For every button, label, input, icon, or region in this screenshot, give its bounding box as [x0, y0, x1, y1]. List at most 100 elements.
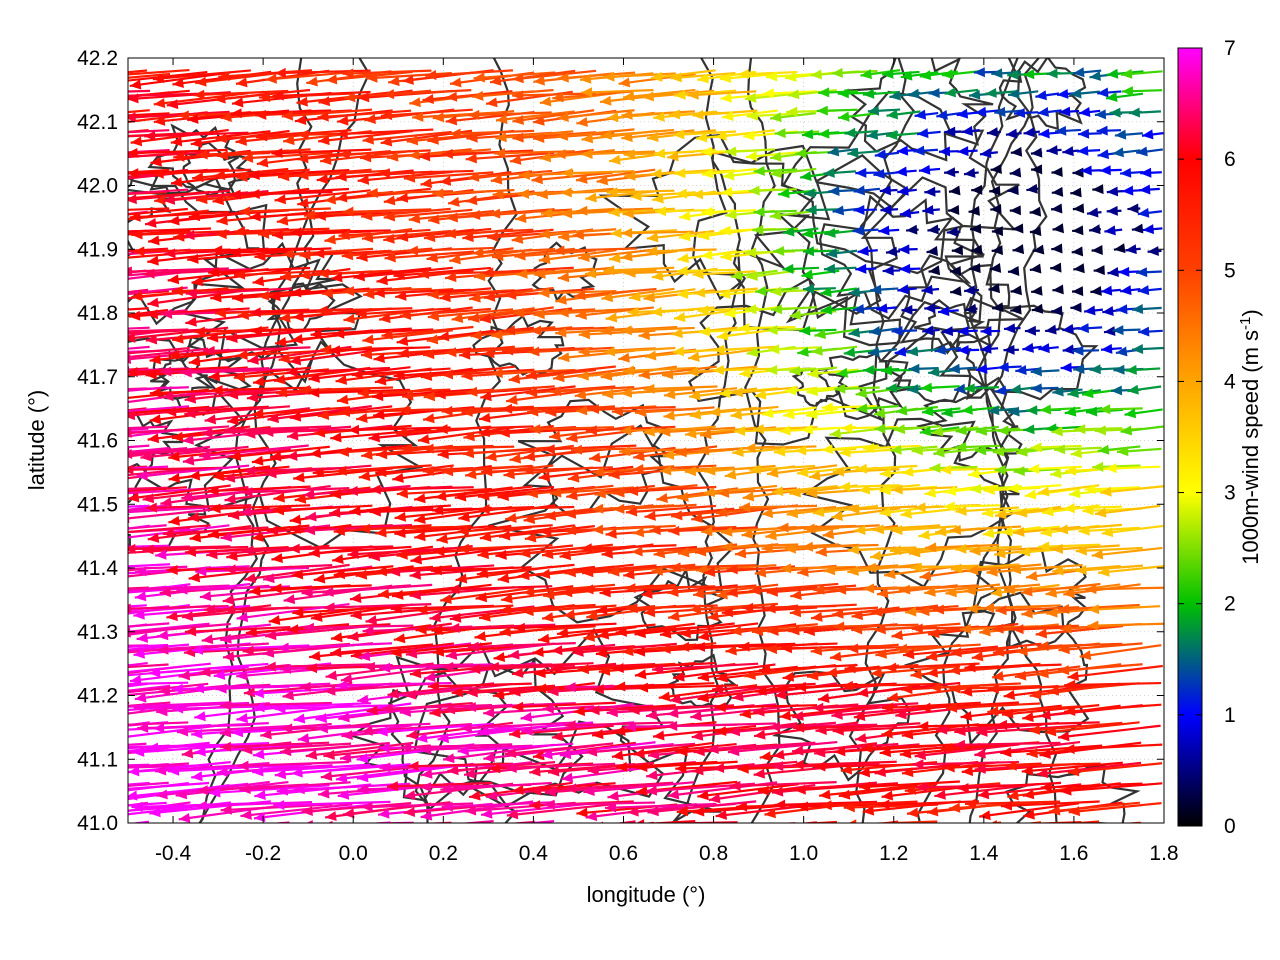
wind-vector [128, 781, 169, 787]
wind-vector [342, 286, 432, 297]
wind-vector [297, 724, 412, 744]
wind-vector [1036, 761, 1142, 779]
wind-vector [362, 329, 453, 345]
wind-vector [6, 784, 126, 803]
wind-vector [201, 427, 310, 439]
wind-vector [1092, 184, 1104, 195]
wind-vector [991, 226, 1004, 237]
wind-vector [1099, 165, 1122, 176]
wind-vector [950, 563, 1020, 574]
wind-vector [128, 663, 130, 667]
x-tick-label: 0.4 [519, 842, 549, 865]
wind-vector [747, 820, 838, 823]
wind-vector [1071, 246, 1084, 257]
wind-vector [902, 645, 998, 660]
wind-vector [666, 720, 776, 731]
wind-vector [975, 363, 998, 374]
wind-vector [1067, 388, 1101, 398]
wind-vector [912, 759, 1019, 770]
wind-vector [944, 167, 959, 178]
wind-vector [128, 425, 168, 430]
wind-vector [444, 228, 534, 239]
wind-vector [727, 740, 838, 757]
wind-vector [955, 425, 999, 436]
wind-vector [1023, 127, 1040, 138]
x-tick-label: 1.6 [1059, 842, 1088, 865]
wind-vector [636, 760, 738, 773]
wind-vector [820, 800, 918, 811]
wind-vector [704, 464, 776, 476]
wind-vector [908, 363, 939, 374]
wind-vector [1028, 721, 1123, 735]
wind-vector [878, 225, 900, 236]
wind-vector [128, 307, 149, 311]
y-tick-label: 42.2 [77, 47, 118, 70]
wind-vector [1067, 664, 1163, 682]
wind-vector [128, 425, 230, 438]
wind-vector [926, 246, 939, 256]
wind-vector [811, 345, 858, 356]
wind-vector [128, 464, 228, 475]
wind-vector [500, 603, 596, 615]
wind-vector [583, 781, 695, 797]
wind-vector [901, 304, 917, 315]
wind-vector [336, 680, 452, 691]
wind-vector [612, 824, 717, 842]
wind-vector [955, 543, 1022, 554]
wind-vector [980, 326, 1001, 337]
wind-vector [528, 346, 614, 357]
wind-vector [10, 643, 126, 661]
wind-vector [1001, 704, 1100, 719]
wind-vector [614, 681, 715, 692]
y-tick-label: 41.9 [77, 238, 118, 261]
wind-vector [1121, 821, 1141, 823]
wind-vector [924, 583, 1001, 597]
wind-vector [393, 266, 492, 280]
contour-line [843, 58, 994, 162]
wind-vector [462, 446, 553, 459]
wind-vector [770, 304, 818, 315]
wind-vector [487, 661, 594, 672]
wind-vector [792, 759, 897, 770]
wind-vector [922, 325, 940, 336]
wind-vector [992, 623, 1079, 634]
wind-vector [477, 544, 574, 560]
wind-vector [766, 364, 817, 375]
wind-vector [898, 244, 918, 255]
wind-vector [279, 741, 390, 757]
wind-vector [226, 822, 230, 823]
wind-vector [309, 444, 412, 459]
wind-vector [933, 447, 980, 458]
wind-vector [330, 428, 432, 443]
wind-vector [612, 661, 716, 674]
wind-vector [794, 782, 898, 795]
wind-vector [310, 327, 412, 340]
wind-vector [128, 661, 148, 667]
wind-vector [1056, 523, 1122, 535]
wind-vector [549, 385, 635, 397]
wind-vector [203, 345, 311, 356]
wind-vector [338, 228, 431, 241]
wind-vector [357, 387, 451, 398]
wind-vector [538, 287, 617, 298]
wind-vector [547, 761, 655, 777]
wind-vector [128, 663, 169, 669]
wind-vector [308, 545, 412, 558]
wind-vector [934, 344, 962, 355]
wind-vector [188, 465, 290, 481]
wind-vector [918, 164, 941, 175]
wind-vector [491, 825, 595, 837]
wind-vector [658, 820, 677, 823]
wind-vector [1030, 383, 1059, 394]
wind-vector [564, 564, 657, 578]
wind-vector [805, 204, 839, 215]
colorbar-tick-label: 7 [1224, 37, 1236, 60]
wind-vector [1131, 223, 1144, 234]
wind-vector [1106, 205, 1122, 216]
wind-vector [1031, 303, 1044, 314]
wind-vector [396, 487, 492, 499]
wind-vector [772, 822, 777, 823]
wind-vector [921, 406, 961, 417]
wind-vector [1021, 761, 1123, 776]
wind-vector [376, 722, 495, 737]
